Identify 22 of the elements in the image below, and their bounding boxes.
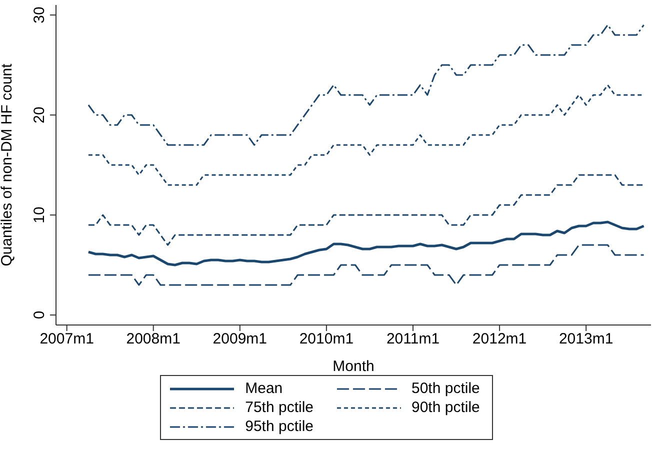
legend-label: Mean (245, 380, 283, 397)
line-series (88, 174, 645, 246)
line-series (88, 244, 645, 286)
x-tick-label: 2008m1 (126, 330, 180, 348)
legend-label: 75th pctile (245, 399, 314, 416)
y-tick-label: 20 (31, 106, 48, 124)
y-tick-label: 10 (31, 206, 48, 224)
line-series (87, 220, 646, 266)
legend-label: 50th pctile (412, 380, 480, 397)
y-axis-title: Quantiles of non-DM HF count (0, 62, 16, 266)
y-tick-label: 0 (31, 310, 48, 320)
legend-label: 90th pctile (412, 399, 480, 416)
x-tick-label: 2011m1 (386, 330, 440, 348)
x-tick-label: 2010m1 (299, 330, 354, 348)
line-series (88, 24, 645, 146)
x-axis-title: Month (332, 358, 374, 375)
legend-label: 95th pctile (245, 418, 314, 435)
x-tick-label: 2009m1 (212, 330, 268, 348)
y-tick-label: 30 (31, 6, 48, 24)
x-tick-label: 2013m1 (558, 330, 614, 348)
x-tick-label: 2007m1 (40, 330, 94, 348)
x-tick-label: 2012m1 (472, 330, 527, 348)
